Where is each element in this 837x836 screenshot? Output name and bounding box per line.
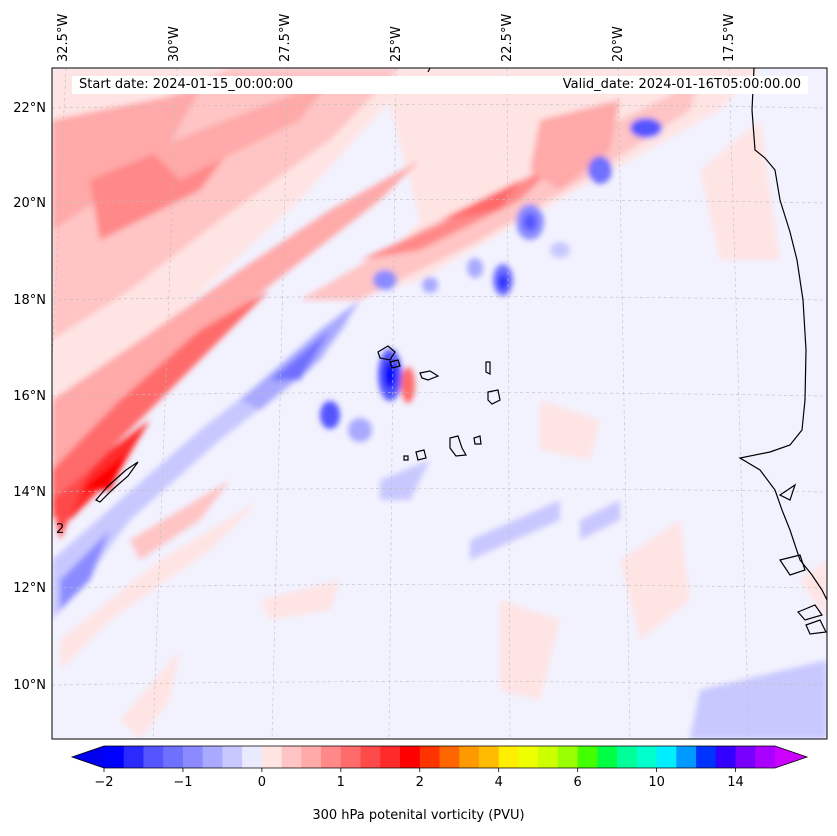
colorbar-cell	[696, 746, 717, 768]
colorbar-cell	[281, 746, 302, 768]
colorbar-cell	[104, 746, 125, 768]
lon-label-17-5w: 17.5°W	[722, 14, 737, 62]
colorbar-tick-label: 6	[574, 775, 582, 790]
colorbar-cell	[419, 746, 441, 768]
lon-label-32-5w: 32.5°W	[56, 14, 71, 62]
colorbar-cell	[439, 746, 460, 768]
lat-label-18n: 18°N	[13, 293, 46, 308]
lon-label-25w: 25°W	[389, 26, 404, 62]
colorbar-cell	[143, 746, 164, 768]
coastlines	[95, 68, 827, 635]
lon-label-30w: 30°W	[167, 26, 182, 62]
colorbar-cell	[538, 746, 559, 768]
colorbar-cell	[478, 746, 500, 768]
colorbar-cell	[360, 746, 381, 768]
colorbar-tick-label: −2	[94, 775, 113, 790]
latitude-labels: 22°N 20°N 18°N 16°N 14°N 12°N 10°N	[13, 101, 46, 693]
colorbar-cell	[242, 746, 263, 768]
lon-label-20w: 20°W	[611, 26, 626, 62]
map-plot-area	[52, 68, 827, 739]
map-frame	[51, 67, 828, 740]
colorbar-tick-label: 0	[258, 775, 266, 790]
colorbar-cell	[380, 746, 401, 768]
colorbar-tick-label: 1	[337, 775, 345, 790]
colorbar-cell	[518, 746, 539, 768]
colorbar-over-arrow	[775, 746, 807, 768]
colorbar-cell	[202, 746, 224, 768]
colorbar-cell	[459, 746, 480, 768]
colorbar-tick-label: 14	[727, 775, 744, 790]
contour-label: 2	[56, 522, 64, 537]
colorbar-title: 300 hPa potenital vorticity (PVU)	[312, 808, 525, 823]
colorbar-cell	[636, 746, 658, 768]
colorbar-cell	[498, 746, 520, 768]
colorbar-cell	[340, 746, 362, 768]
valid-date-label: Valid_date: 2024-01-16T05:00:00.00	[492, 76, 808, 94]
colorbar-cell	[222, 746, 243, 768]
map-gridlines	[52, 68, 827, 739]
colorbar-cell	[123, 746, 145, 768]
lat-label-20n: 20°N	[13, 196, 46, 211]
lat-label-12n: 12°N	[13, 581, 46, 596]
colorbar-tick-label: 2	[416, 775, 424, 790]
colorbar-cell	[261, 746, 283, 768]
lon-label-22-5w: 22.5°W	[500, 14, 515, 62]
colorbar-cell	[557, 746, 579, 768]
lat-label-14n: 14°N	[13, 485, 46, 500]
colorbar-under-arrow	[72, 746, 104, 768]
colorbar-cell	[715, 746, 737, 768]
colorbar-cell	[656, 746, 677, 768]
colorbar-cell	[321, 746, 342, 768]
colorbar-cell	[301, 746, 322, 768]
colorbar-cell	[577, 746, 598, 768]
lat-label-16n: 16°N	[13, 389, 46, 404]
longitude-labels: 32.5°W 30°W 27.5°W 25°W 22.5°W 20°W 17.5…	[56, 14, 737, 62]
colorbar-cells	[104, 746, 776, 768]
colorbar-cell	[400, 746, 421, 768]
colorbar-ticks: −2 −1 0 1 2 4 6 10 14	[94, 768, 744, 790]
colorbar-cell	[676, 746, 697, 768]
colorbar-tick-label: 4	[495, 775, 503, 790]
colorbar-tick-label: 10	[648, 775, 665, 790]
lon-label-27-5w: 27.5°W	[278, 14, 293, 62]
colorbar: −2 −1 0 1 2 4 6 10 14	[70, 745, 809, 790]
pv-field	[52, 68, 827, 739]
colorbar-cell	[617, 746, 638, 768]
colorbar-cell	[755, 746, 776, 768]
lat-label-22n: 22°N	[13, 101, 46, 116]
colorbar-cell	[182, 746, 204, 768]
colorbar-cell	[735, 746, 756, 768]
lat-label-10n: 10°N	[13, 678, 46, 693]
colorbar-cell	[163, 746, 184, 768]
santo-antao-island	[377, 345, 396, 361]
colorbar-tick-label: −1	[173, 775, 192, 790]
start-date-label: Start date: 2024-01-15_00:00:00	[72, 76, 499, 94]
colorbar-cell	[597, 746, 618, 768]
